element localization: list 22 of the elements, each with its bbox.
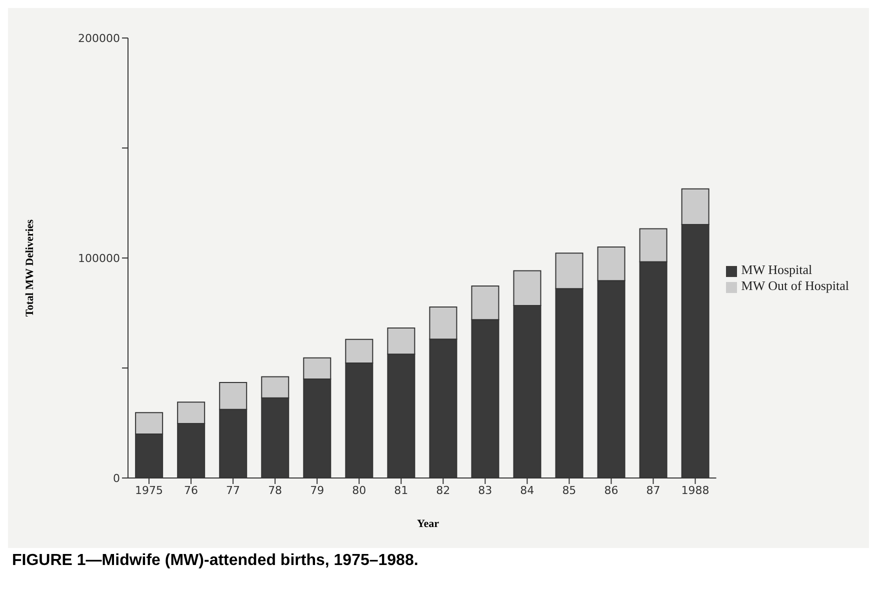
x-tick-label: 83 <box>478 484 492 497</box>
x-tick-label: 87 <box>646 484 660 497</box>
x-tick-label: 86 <box>604 484 618 497</box>
x-tick-label: 77 <box>226 484 240 497</box>
x-axis-title: Year <box>416 518 440 530</box>
x-tick-label: 85 <box>562 484 576 497</box>
x-tick-label: 84 <box>520 484 534 497</box>
x-tick-label: 80 <box>352 484 366 497</box>
y-tick-label: 100000 <box>78 252 120 265</box>
legend-label: MW Hospital <box>741 262 812 277</box>
x-tick-label: 1988 <box>681 484 710 497</box>
y-axis-title: Total MW Deliveries <box>24 219 36 317</box>
x-tick-label: 76 <box>184 484 198 497</box>
x-tick-label: 79 <box>310 484 324 497</box>
x-tick-label: 78 <box>268 484 282 497</box>
y-tick-label: 200000 <box>78 32 120 45</box>
y-tick-label: 0 <box>113 472 120 485</box>
x-tick-label: 82 <box>436 484 450 497</box>
x-tick-label: 1975 <box>135 484 164 497</box>
legend-label: MW Out of Hospital <box>741 278 849 293</box>
text: FIGURE 1—Midwife (MW)-attended births, 1975–1988. <box>8 548 869 570</box>
x-tick-label: 81 <box>394 484 408 497</box>
